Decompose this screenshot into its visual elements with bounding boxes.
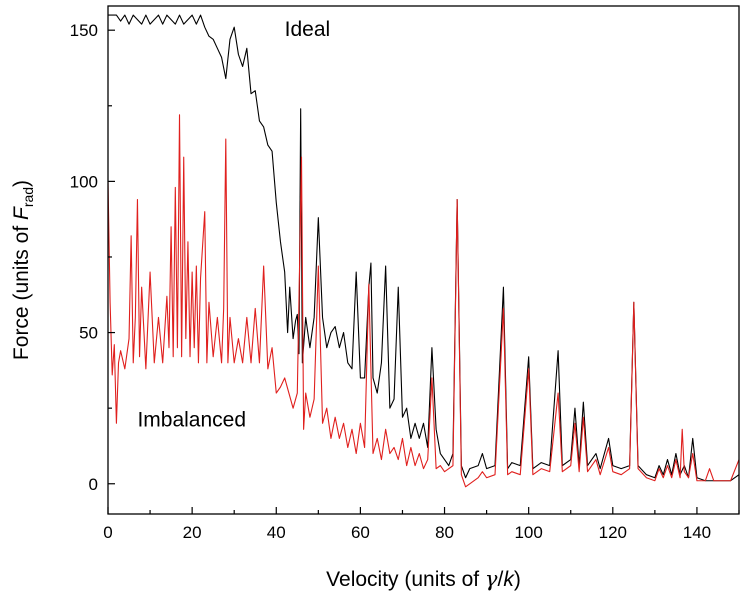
x-tick-label-20: 20 bbox=[183, 523, 202, 542]
plot-frame bbox=[107, 5, 740, 515]
y-tick-label-50: 50 bbox=[79, 324, 98, 343]
x-tick-label-60: 60 bbox=[351, 523, 370, 542]
x-tick-label-100: 100 bbox=[514, 523, 542, 542]
y-tick-label-100: 100 bbox=[70, 172, 98, 191]
x-tick-label-0: 0 bbox=[103, 523, 112, 542]
annotation-imbalanced: Imbalanced bbox=[137, 408, 246, 431]
x-axis-title: Velocity (units of γ/k) bbox=[326, 567, 521, 591]
x-tick-label-120: 120 bbox=[599, 523, 627, 542]
x-tick-label-140: 140 bbox=[683, 523, 711, 542]
series-layer bbox=[108, 14, 739, 488]
x-axis-ticks: 0 20 40 60 80 100 120 140 bbox=[103, 507, 740, 542]
series-line-imbalanced bbox=[108, 114, 739, 488]
x-tick-label-80: 80 bbox=[435, 523, 454, 542]
y-tick-label-0: 0 bbox=[89, 475, 98, 494]
y-tick-label-150: 150 bbox=[70, 21, 98, 40]
annotation-ideal: Ideal bbox=[285, 18, 331, 41]
y-axis-title: Force (units of Frad) bbox=[10, 180, 36, 360]
series-line-ideal bbox=[108, 14, 739, 482]
y-axis-ticks: 0 50 100 150 bbox=[70, 21, 115, 494]
x-tick-label-40: 40 bbox=[267, 523, 286, 542]
